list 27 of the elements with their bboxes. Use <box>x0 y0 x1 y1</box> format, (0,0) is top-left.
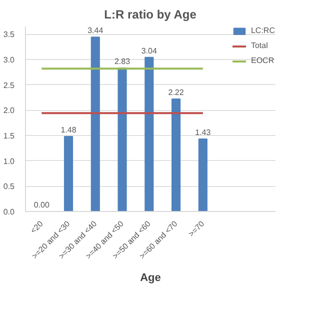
y-tick-label: 1.5 <box>3 131 16 140</box>
data-label: 2.22 <box>168 88 184 97</box>
data-label: 1.48 <box>60 125 77 134</box>
y-tick-label: 3.0 <box>3 55 16 64</box>
data-label: 3.44 <box>88 26 104 36</box>
y-tick-label: 2.0 <box>3 106 16 116</box>
y-tick-label: 0.5 <box>3 182 16 192</box>
x-axis-title: Age <box>140 272 161 284</box>
y-tick-label: 0.0 <box>3 208 16 216</box>
data-label: 0.00 <box>34 200 50 210</box>
legend-label: LC:RC <box>250 26 275 35</box>
y-tick-label: 2.5 <box>3 80 16 90</box>
legend-label: Total <box>250 41 269 50</box>
x-tick-label: <20 <box>28 218 46 236</box>
data-label: 2.83 <box>114 57 131 66</box>
data-label: 3.04 <box>141 46 158 56</box>
bar <box>90 36 100 212</box>
chart-title: L:R ratio by Age <box>104 8 197 22</box>
bar <box>144 56 154 212</box>
bar <box>198 138 208 212</box>
bar <box>172 98 181 212</box>
data-label: 1.43 <box>195 128 212 138</box>
bar <box>64 136 74 212</box>
bar <box>118 68 127 212</box>
y-tick-label: 3.5 <box>3 30 16 40</box>
y-tick-label: 1.0 <box>3 156 16 166</box>
legend-label: EOCR <box>250 56 274 65</box>
